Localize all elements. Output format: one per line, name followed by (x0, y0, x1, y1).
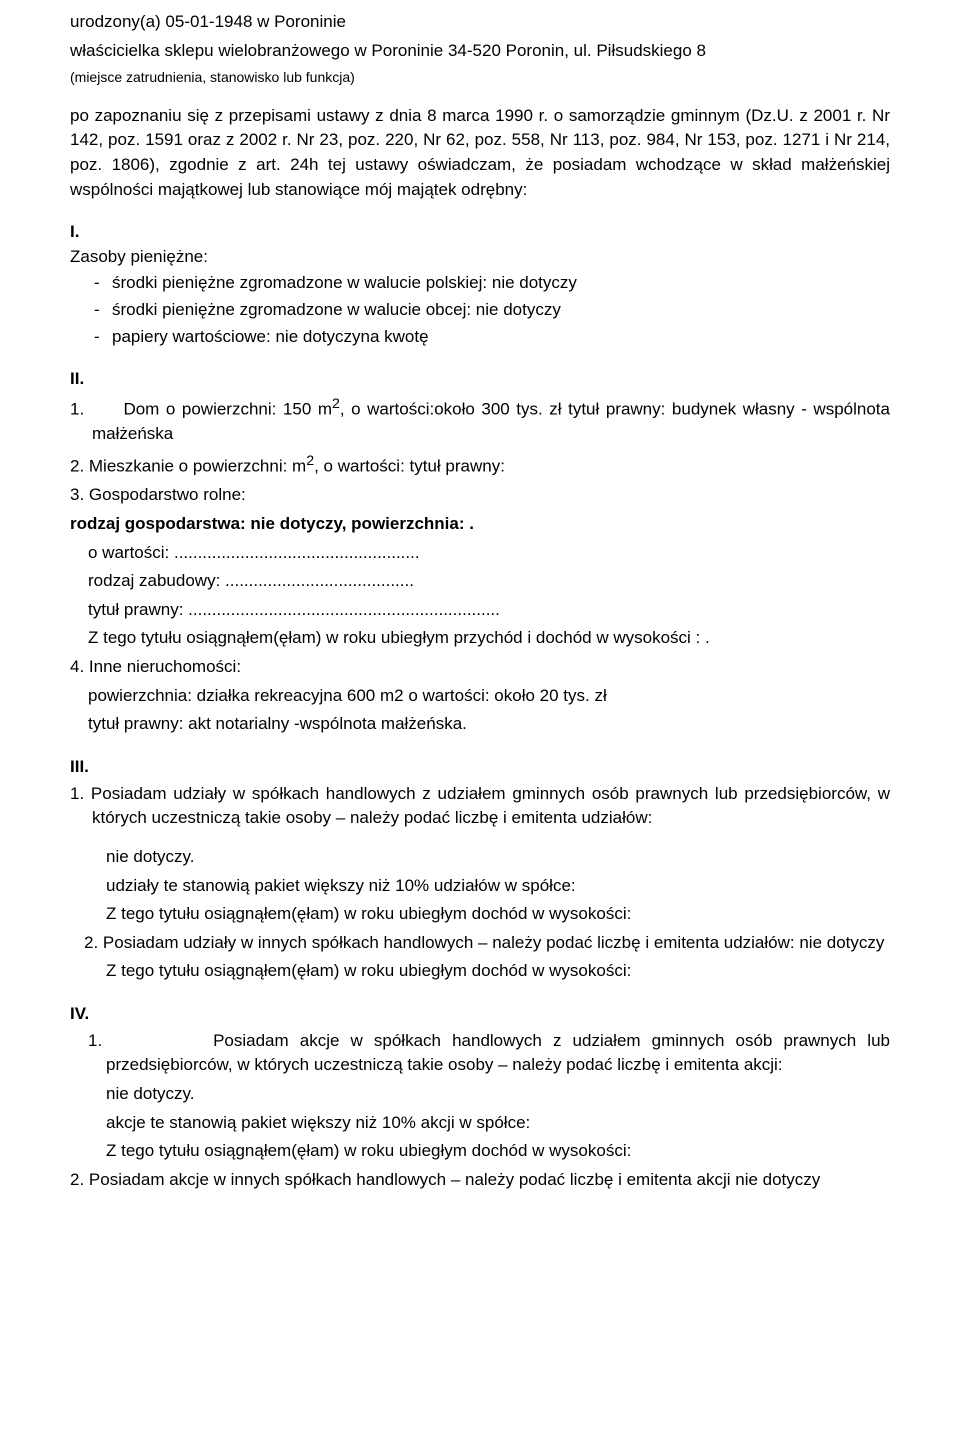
sec3-sub2: udziały te stanowią pakiet większy niż 1… (70, 874, 890, 899)
sec2-item4: 4. Inne nieruchomości: (70, 655, 890, 680)
header-note: (miejsce zatrudnienia, stanowisko lub fu… (70, 67, 890, 87)
section-2-num: II. (70, 367, 890, 392)
sec2-item3: 3. Gospodarstwo rolne: (70, 483, 890, 508)
sec3-item1: 1. Posiadam udziały w spółkach handlowyc… (70, 782, 890, 831)
sec2-item2-text-b: , o wartości: tytuł prawny: (314, 457, 505, 476)
sec2-ztego: Z tego tytułu osiągnąłem(ęłam) w roku ub… (70, 626, 890, 651)
sec4-sub2: akcje te stanowią pakiet większy niż 10%… (70, 1111, 890, 1136)
sec2-owart: o wartości: ............................… (70, 541, 890, 566)
header-line1: urodzony(a) 05-01-1948 w Poroninie (70, 10, 890, 35)
sec4-item1-num: 1. (88, 1031, 102, 1050)
sec2-item4a: powierzchnia: działka rekreacyjna 600 m2… (70, 684, 890, 709)
section-1-title: Zasoby pieniężne: (70, 245, 890, 270)
sec2-item2-sup: 2 (306, 453, 314, 469)
sec3-item2: 2. Posiadam udziały w innych spółkach ha… (70, 931, 890, 956)
sec3-sub3: Z tego tytułu osiągnąłem(ęłam) w roku ub… (70, 902, 890, 927)
section-4: IV. 1. Posiadam akcje w spółkach handlow… (70, 1002, 890, 1192)
section-1-list: środki pieniężne zgromadzone w walucie p… (84, 271, 890, 349)
section-2: II. 1. Dom o powierzchni: 150 m2, o wart… (70, 367, 890, 737)
sec4-sub3: Z tego tytułu osiągnąłem(ęłam) w roku ub… (70, 1139, 890, 1164)
sec4-sub1: nie dotyczy. (70, 1082, 890, 1107)
sec2-item1-sup: 2 (332, 396, 340, 412)
sec2-bold: rodzaj gospodarstwa: nie dotyczy, powier… (70, 512, 890, 537)
sec4-item2: 2. Posiadam akcje w innych spółkach hand… (70, 1168, 890, 1193)
sec2-item2: 2. Mieszkanie o powierzchni: m2, o warto… (70, 451, 890, 479)
list-item: środki pieniężne zgromadzone w walucie p… (84, 271, 890, 296)
sec2-item4b: tytuł prawny: akt notarialny -wspólnota … (70, 712, 890, 737)
sec2-item1-num: 1. (70, 400, 84, 419)
sec2-tytul: tytuł prawny: ..........................… (70, 598, 890, 623)
intro-paragraph: po zapoznaniu się z przepisami ustawy z … (70, 104, 890, 203)
section-3-num: III. (70, 755, 890, 780)
sec2-item2-text-a: 2. Mieszkanie o powierzchni: m (70, 457, 306, 476)
section-3: III. 1. Posiadam udziały w spółkach hand… (70, 755, 890, 984)
sec2-item1: 1. Dom o powierzchni: 150 m2, o wartości… (70, 394, 890, 447)
sec4-item1: 1. Posiadam akcje w spółkach handlowych … (70, 1029, 890, 1078)
section-4-num: IV. (70, 1002, 890, 1027)
section-1-num: I. (70, 220, 890, 245)
sec2-item1-text-a: Dom o powierzchni: 150 m (123, 400, 332, 419)
list-item: papiery wartościowe: nie dotyczyna kwotę (84, 325, 890, 350)
sec4-item1-text: Posiadam akcje w spółkach handlowych z u… (106, 1031, 890, 1075)
sec3-item2b: Z tego tytułu osiągnąłem(ęłam) w roku ub… (70, 959, 890, 984)
list-item: środki pieniężne zgromadzone w walucie o… (84, 298, 890, 323)
sec3-sub1: nie dotyczy. (70, 845, 890, 870)
section-1: I. Zasoby pieniężne: środki pieniężne zg… (70, 220, 890, 349)
header-line2: właścicielka sklepu wielobranżowego w Po… (70, 39, 890, 64)
sec2-rodzajzab: rodzaj zabudowy: .......................… (70, 569, 890, 594)
